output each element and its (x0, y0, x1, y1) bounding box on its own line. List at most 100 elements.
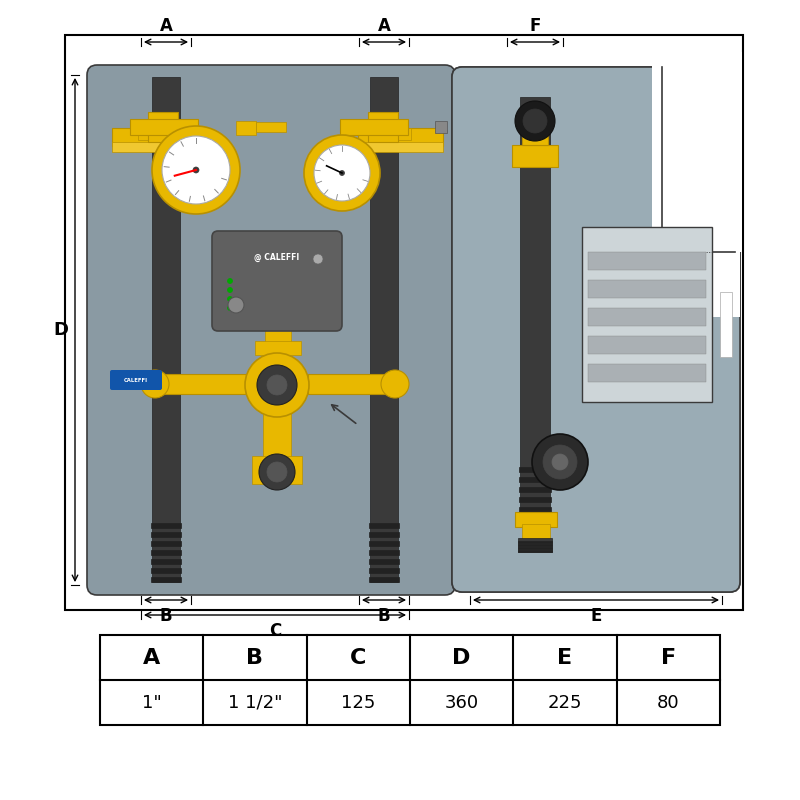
Bar (389, 128, 411, 140)
Bar (151, 523, 181, 528)
Bar (65, 35, 743, 610)
Bar (588, 252, 706, 270)
Bar (112, 142, 192, 152)
Bar (582, 227, 712, 402)
Circle shape (314, 145, 370, 201)
Bar (519, 517, 551, 522)
Bar (152, 374, 247, 394)
Circle shape (532, 434, 588, 490)
Bar (522, 107, 548, 145)
Circle shape (515, 101, 555, 141)
Bar (519, 487, 551, 492)
Text: @ CALEFFI: @ CALEFFI (254, 253, 300, 262)
Bar (369, 568, 399, 573)
Bar (515, 512, 557, 527)
FancyBboxPatch shape (452, 67, 740, 592)
Bar (518, 550, 552, 552)
Bar (151, 568, 181, 573)
Circle shape (523, 109, 547, 133)
Circle shape (227, 287, 233, 293)
Bar (512, 145, 558, 167)
Bar (369, 550, 399, 555)
Text: B: B (378, 607, 390, 625)
Bar (518, 538, 552, 552)
Bar (236, 121, 256, 135)
Bar (518, 541, 552, 543)
Bar (652, 52, 742, 252)
Circle shape (259, 454, 295, 490)
Text: C: C (350, 647, 366, 667)
Bar (252, 456, 302, 484)
Text: 80: 80 (657, 694, 680, 711)
FancyBboxPatch shape (212, 231, 342, 331)
Text: A: A (159, 17, 173, 35)
Circle shape (193, 167, 199, 173)
Circle shape (552, 454, 568, 470)
Circle shape (304, 135, 380, 211)
Circle shape (141, 370, 169, 398)
Bar (520, 97, 550, 522)
Bar (358, 128, 443, 146)
Bar (138, 128, 160, 140)
Bar (265, 323, 291, 345)
FancyBboxPatch shape (87, 65, 455, 595)
Circle shape (245, 353, 309, 417)
Bar (588, 364, 706, 382)
Bar (112, 128, 192, 146)
Text: 125: 125 (341, 694, 375, 711)
Bar (256, 122, 286, 132)
Circle shape (313, 254, 323, 264)
Bar (370, 77, 398, 582)
Circle shape (228, 297, 244, 313)
Text: B: B (246, 647, 263, 667)
Bar (519, 477, 551, 482)
Bar (588, 280, 706, 298)
Text: D: D (453, 647, 471, 667)
Bar (151, 577, 181, 582)
Circle shape (227, 278, 233, 283)
Bar (588, 308, 706, 326)
Bar (519, 467, 551, 472)
Circle shape (381, 370, 409, 398)
Bar (369, 541, 399, 546)
Circle shape (257, 365, 297, 405)
Circle shape (227, 297, 233, 302)
Bar (255, 341, 301, 355)
Bar (369, 532, 399, 537)
Text: A: A (143, 647, 160, 667)
Circle shape (267, 462, 287, 482)
Bar (340, 119, 408, 135)
Polygon shape (470, 77, 722, 522)
Text: D: D (53, 321, 68, 339)
Bar (148, 112, 178, 142)
Text: CALEFFI: CALEFFI (124, 378, 148, 382)
FancyBboxPatch shape (452, 67, 740, 592)
Text: F: F (530, 17, 541, 35)
Text: B: B (160, 607, 172, 625)
Text: F: F (661, 647, 676, 667)
Circle shape (227, 306, 233, 310)
Text: 225: 225 (548, 694, 582, 711)
Text: C: C (269, 622, 281, 640)
Bar (518, 544, 552, 546)
Bar (435, 121, 447, 133)
Bar (588, 336, 706, 354)
Circle shape (162, 136, 230, 204)
Bar (100, 635, 720, 725)
Text: E: E (558, 647, 573, 667)
Circle shape (339, 170, 345, 175)
FancyBboxPatch shape (110, 370, 162, 390)
Bar (369, 523, 399, 528)
Bar (519, 497, 551, 502)
Bar (151, 541, 181, 546)
Bar (369, 559, 399, 564)
Bar (368, 112, 398, 142)
Text: 360: 360 (445, 694, 478, 711)
Bar (308, 374, 398, 394)
Bar (152, 77, 180, 582)
Bar (358, 142, 443, 152)
Circle shape (543, 445, 577, 479)
Bar (522, 524, 550, 542)
Bar (263, 380, 291, 460)
Bar (720, 292, 732, 357)
